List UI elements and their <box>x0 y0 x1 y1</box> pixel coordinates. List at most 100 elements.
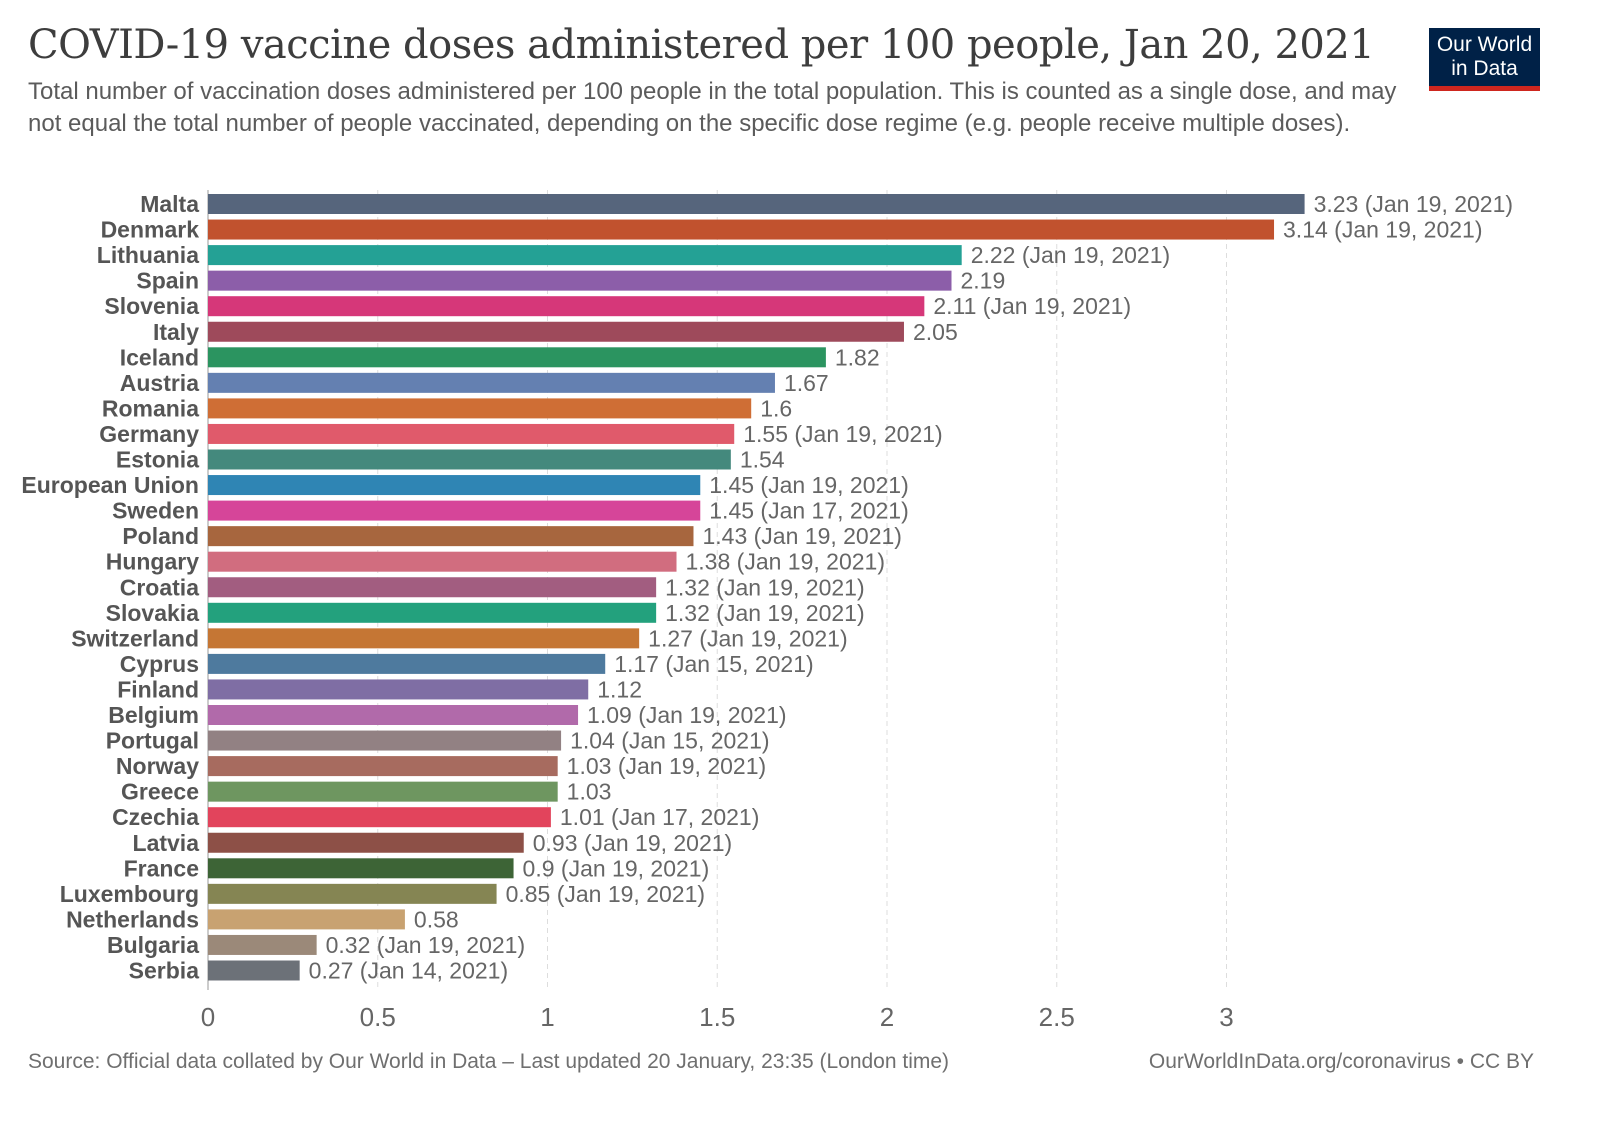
category-label: Croatia <box>120 574 199 600</box>
chart-subtitle: Total number of vaccination doses admini… <box>28 78 1397 137</box>
value-labels: 3.23 (Jan 19, 2021)3.14 (Jan 19, 2021) 2.… <box>309 191 1513 984</box>
value-label: 1.09 (Jan 19, 2021) <box>587 702 786 728</box>
category-label: Belgium <box>108 702 199 728</box>
category-label: Slovenia <box>104 293 199 319</box>
bar[interactable] <box>208 296 925 317</box>
bar[interactable] <box>208 653 606 674</box>
value-label: 2.05 <box>913 319 958 345</box>
bar[interactable] <box>208 245 962 266</box>
value-label: 1.32 (Jan 19, 2021) <box>665 574 864 600</box>
bar[interactable] <box>208 934 317 955</box>
x-tick-label: 2.5 <box>1039 1002 1075 1032</box>
logo-line-1: Our World <box>1436 33 1533 56</box>
category-label: Greece <box>121 779 199 805</box>
value-label: 1.54 <box>740 447 785 473</box>
x-tick-label: 1.5 <box>699 1002 735 1032</box>
category-label: Finland <box>117 676 199 702</box>
category-label: Sweden <box>112 498 199 524</box>
category-label: Slovakia <box>106 600 200 626</box>
bar[interactable] <box>208 756 558 777</box>
value-label: 3.23 (Jan 19, 2021) <box>1314 191 1513 217</box>
bar[interactable] <box>208 526 694 547</box>
category-label: Lithuania <box>97 242 199 268</box>
x-tick-label: 0 <box>201 1002 215 1032</box>
value-label: 1.6 <box>760 395 792 421</box>
bar[interactable] <box>208 551 677 572</box>
category-label: Romania <box>102 395 199 421</box>
value-label: 1.03 (Jan 19, 2021) <box>567 753 766 779</box>
value-label: 1.32 (Jan 19, 2021) <box>665 600 864 626</box>
bar[interactable] <box>208 679 589 700</box>
value-label: 1.67 <box>784 370 829 396</box>
bar[interactable] <box>208 602 657 623</box>
bar[interactable] <box>208 398 752 419</box>
value-label: 0.27 (Jan 14, 2021) <box>309 958 508 984</box>
category-label: Bulgaria <box>107 932 199 958</box>
category-label: Luxembourg <box>60 881 199 907</box>
bar[interactable] <box>208 194 1305 214</box>
value-label: 3.14 (Jan 19, 2021) <box>1283 217 1482 243</box>
category-label: Hungary <box>106 549 200 575</box>
bar[interactable] <box>208 960 300 981</box>
category-label: Denmark <box>101 217 200 243</box>
value-label: 1.38 (Jan 19, 2021) <box>686 549 885 575</box>
category-label: Czechia <box>112 804 199 830</box>
bar[interactable] <box>208 705 579 725</box>
category-label: Switzerland <box>71 625 199 651</box>
category-label: Serbia <box>129 958 200 984</box>
bar[interactable] <box>208 807 551 828</box>
category-label: Spain <box>136 268 199 294</box>
bar[interactable] <box>208 219 1275 240</box>
bars <box>208 194 1305 981</box>
x-axis-ticks: 0 0.5 1 1.5 2 2.5 3 <box>201 1002 1234 1032</box>
bar[interactable] <box>208 781 558 802</box>
bar[interactable] <box>208 372 775 393</box>
value-label: 1.01 (Jan 17, 2021) <box>560 804 759 830</box>
license-link[interactable]: OurWorldInData.org/coronavirus • CC BY <box>1148 1050 1534 1073</box>
bar[interactable] <box>208 347 826 368</box>
category-label: Netherlands <box>66 906 199 932</box>
bar[interactable] <box>208 832 524 853</box>
bar[interactable] <box>208 475 701 496</box>
value-label: 0.32 (Jan 19, 2021) <box>326 932 525 958</box>
category-label: Latvia <box>133 830 200 856</box>
bar[interactable] <box>208 858 514 879</box>
chart-title: COVID-19 vaccine doses administered per … <box>28 22 1375 68</box>
value-label: 1.17 (Jan 15, 2021) <box>614 651 813 677</box>
x-tick-label: 0.5 <box>360 1002 396 1032</box>
category-label: Malta <box>140 191 199 217</box>
category-label: Poland <box>122 523 199 549</box>
bar[interactable] <box>208 628 640 649</box>
value-label: 1.43 (Jan 19, 2021) <box>702 523 901 549</box>
bar[interactable] <box>208 270 952 291</box>
source-note[interactable]: Source: Official data collated by Our Wo… <box>28 1050 950 1073</box>
category-label: Austria <box>120 370 199 396</box>
value-label: 1.04 (Jan 15, 2021) <box>570 728 769 754</box>
x-tick-label: 2 <box>880 1002 894 1032</box>
category-label: Iceland <box>120 344 199 370</box>
bar[interactable] <box>208 730 562 751</box>
value-label: 2.11 (Jan 19, 2021) <box>933 293 1131 319</box>
bar[interactable] <box>208 883 497 904</box>
bar[interactable] <box>208 321 904 342</box>
value-label: 2.22 (Jan 19, 2021) <box>971 242 1170 268</box>
x-tick-label: 1 <box>540 1002 554 1032</box>
owid-logo[interactable]: Our World in Data <box>1429 28 1540 91</box>
category-label: Estonia <box>116 447 199 473</box>
x-tick-label: 3 <box>1219 1002 1233 1032</box>
value-label: 1.27 (Jan 19, 2021) <box>648 625 847 651</box>
bar[interactable] <box>208 449 731 470</box>
value-label: 1.55 (Jan 19, 2021) <box>743 421 942 447</box>
category-labels: MaltaDenmarkLithuaniaSpainSloveniaItalyI… <box>21 191 199 984</box>
category-label: European Union <box>21 472 199 498</box>
bar[interactable] <box>208 577 657 598</box>
value-label: 1.82 <box>835 344 880 370</box>
category-label: Germany <box>99 421 199 447</box>
value-label: 1.03 <box>567 779 612 805</box>
bar[interactable] <box>208 909 405 930</box>
bar[interactable] <box>208 500 701 521</box>
bar[interactable] <box>208 423 735 444</box>
logo-line-2: in Data <box>1451 57 1518 80</box>
value-label: 0.9 (Jan 19, 2021) <box>523 855 710 881</box>
